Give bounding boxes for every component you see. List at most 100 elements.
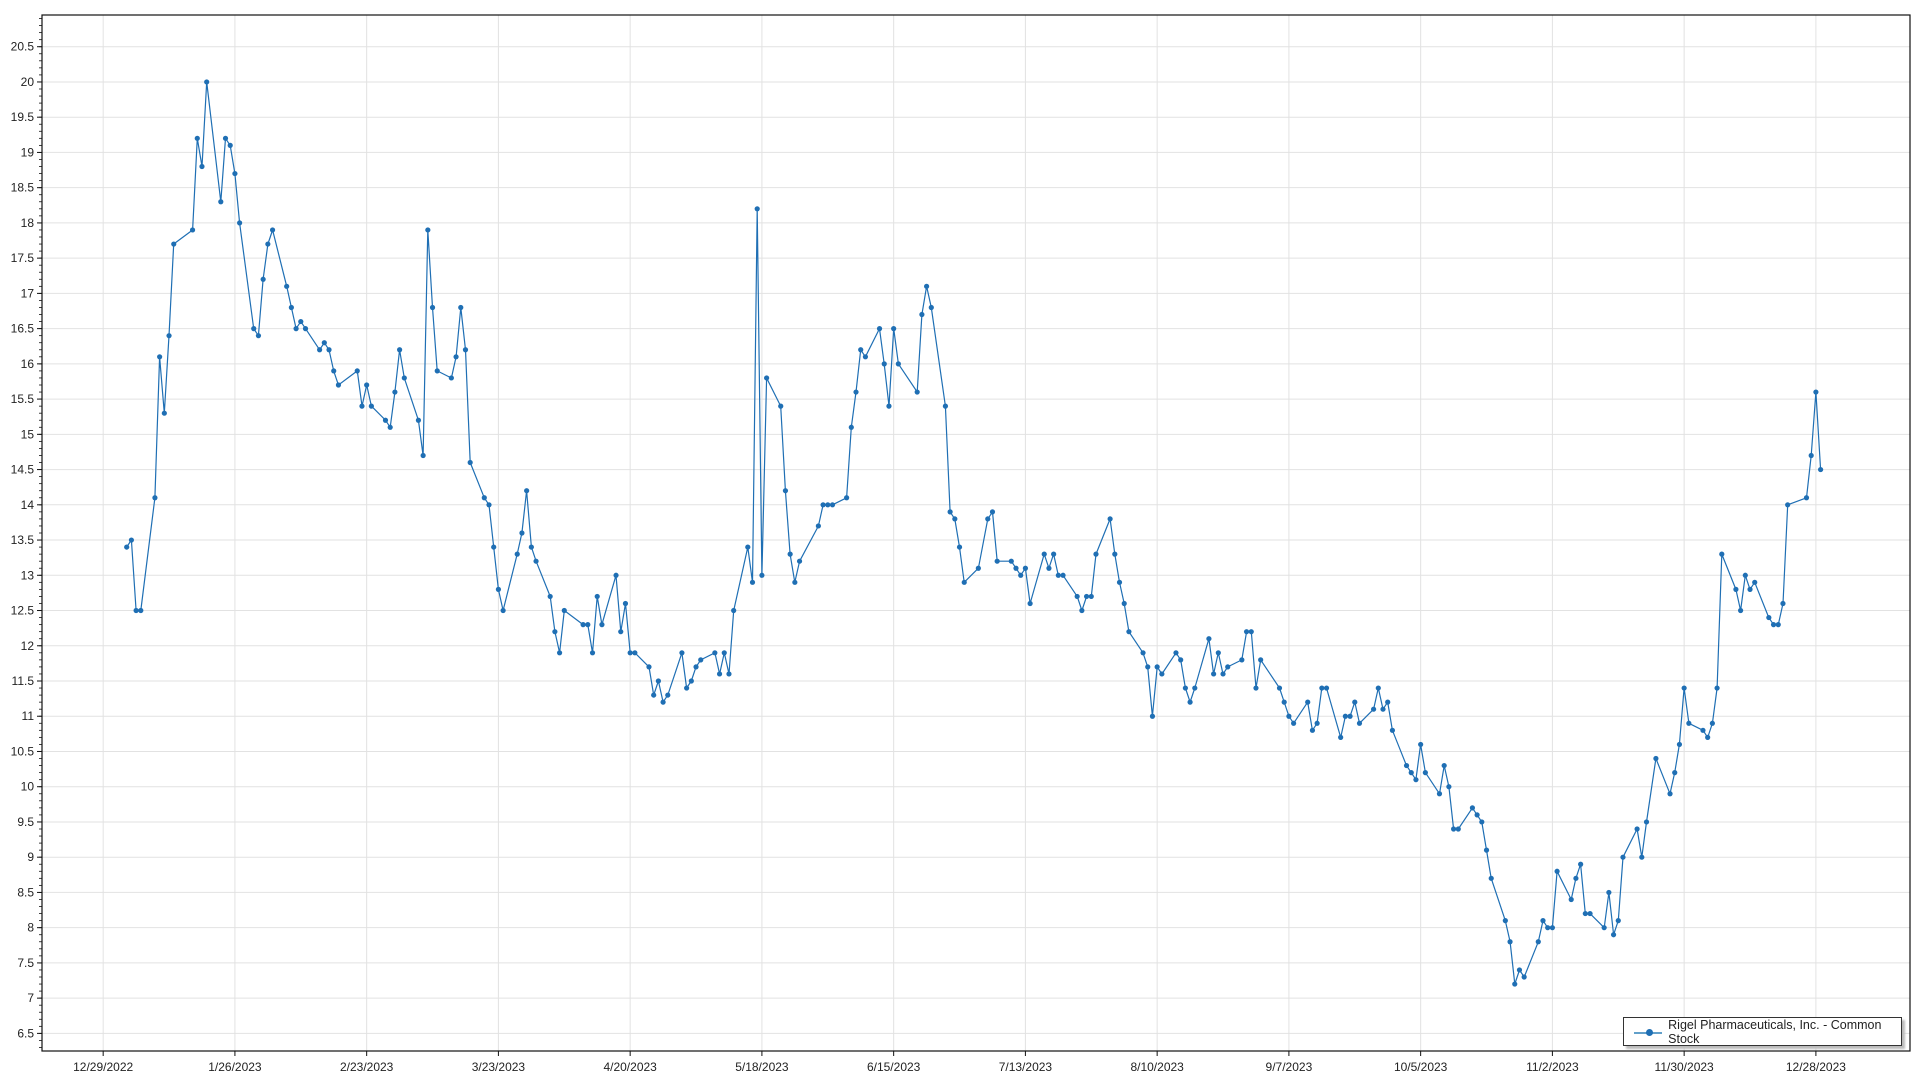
data-point (1145, 664, 1151, 670)
y-tick-label: 11.5 (12, 674, 35, 688)
data-point (1568, 896, 1574, 903)
y-tick-label: 10.5 (11, 744, 35, 758)
data-point (594, 593, 600, 600)
x-tick-label: 11/30/2023 (1655, 1060, 1714, 1074)
x-axis: 12/29/2022 1/26/2023 2/23/2023 3/23/2023 4/2… (73, 1051, 1846, 1074)
data-point (1512, 981, 1518, 987)
data-point (1507, 939, 1513, 945)
data-point (1413, 777, 1419, 783)
data-point (1681, 685, 1687, 691)
x-tick-label: 11/2/2023 (1526, 1060, 1579, 1074)
y-tick-label: 20.5 (11, 40, 35, 54)
data-point (1606, 889, 1612, 896)
data-point (622, 600, 629, 607)
y-tick-label: 15.5 (11, 392, 35, 406)
data-point (585, 622, 591, 628)
data-point (298, 318, 304, 325)
data-point (1733, 586, 1739, 592)
data-point (429, 304, 436, 311)
y-axis: 6.5 7 7.5 8 8.5 9 9.5 10 10.5 11 11.5 12 12.5 13 13.5 1… (11, 18, 42, 1048)
x-tick-label: 4/20/2023 (603, 1060, 657, 1074)
y-tick-label: 17 (21, 286, 35, 300)
data-point (1483, 847, 1490, 853)
data-point (1225, 664, 1231, 670)
data-point (1469, 805, 1476, 811)
data-point (1738, 607, 1744, 614)
x-tick-label: 5/18/2023 (735, 1060, 789, 1074)
data-point (994, 558, 1000, 564)
y-tick-label: 6.5 (17, 1026, 34, 1040)
data-point (1775, 622, 1781, 628)
data-point (1276, 685, 1283, 691)
data-point (1474, 812, 1480, 818)
data-point (684, 685, 690, 691)
data-point (138, 607, 144, 614)
data-point (1545, 925, 1551, 931)
data-point (952, 516, 958, 522)
data-point (1060, 572, 1066, 578)
data-point (1041, 551, 1047, 557)
data-point (1352, 699, 1358, 705)
x-tick-label: 9/7/2023 (1266, 1060, 1313, 1074)
data-point (1422, 770, 1428, 776)
data-point (1380, 706, 1386, 712)
data-point (655, 678, 661, 684)
data-point (284, 283, 290, 289)
data-point (232, 170, 238, 177)
data-point (1639, 854, 1645, 860)
x-tick-label: 6/15/2023 (867, 1060, 921, 1074)
data-point (368, 403, 374, 409)
data-point (1714, 685, 1720, 691)
data-point (942, 403, 949, 409)
data-point (726, 671, 732, 677)
data-point (1093, 551, 1099, 557)
data-point (1220, 671, 1226, 677)
data-point (1455, 826, 1461, 832)
price-series (124, 79, 1824, 987)
data-point (1719, 551, 1725, 557)
data-point (251, 326, 257, 332)
x-tick-label: 2/23/2023 (340, 1060, 394, 1074)
data-point (646, 664, 652, 670)
data-point (1314, 720, 1320, 726)
data-point (914, 389, 920, 395)
data-point (985, 516, 991, 522)
data-point (712, 650, 718, 656)
data-point (462, 347, 469, 353)
data-point (1253, 685, 1259, 691)
data-point (961, 579, 967, 585)
y-tick-label: 11 (22, 709, 35, 723)
data-point (152, 495, 158, 501)
data-point (778, 403, 784, 409)
data-point (387, 424, 393, 430)
data-point (947, 509, 953, 515)
data-point (1615, 918, 1621, 924)
data-point (157, 354, 163, 360)
data-point (1408, 770, 1414, 776)
data-point (1620, 854, 1626, 860)
data-point (1582, 910, 1588, 917)
y-tick-label: 14.5 (11, 463, 35, 477)
y-tick-label: 13.5 (11, 533, 35, 547)
data-point (1215, 650, 1221, 656)
data-point (580, 622, 586, 628)
data-point (862, 354, 869, 360)
data-point (919, 311, 925, 318)
data-point (1686, 720, 1692, 726)
x-tick-label: 1/26/2023 (208, 1060, 262, 1074)
data-point (1046, 565, 1052, 571)
data-point (293, 326, 299, 332)
data-point (1450, 826, 1457, 832)
data-point (1375, 685, 1381, 691)
data-point (561, 607, 567, 614)
data-point (133, 607, 139, 614)
data-point (171, 241, 177, 247)
data-point (448, 375, 454, 381)
y-tick-label: 7.5 (17, 956, 34, 970)
data-point (787, 551, 793, 557)
data-point (514, 551, 520, 557)
y-tick-label: 20 (21, 75, 35, 89)
y-tick-label: 9 (27, 850, 34, 864)
data-point (1610, 932, 1617, 938)
data-point (796, 558, 803, 564)
